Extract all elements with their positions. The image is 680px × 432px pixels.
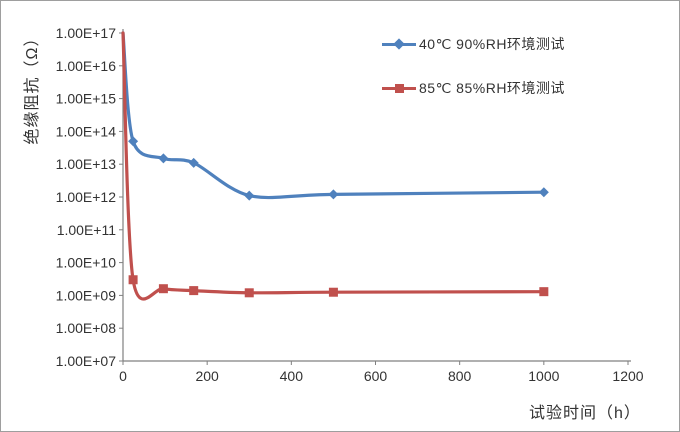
y-axis-title: 绝缘阻抗（Ω） [24, 29, 41, 145]
x-tick-label: 400 [280, 368, 304, 384]
y-tick-label: 1.00E+17 [56, 25, 117, 41]
series-line-1 [121, 31, 546, 301]
legend-label-40c-90rh: 40℃ 90%RH环境测试 [419, 36, 565, 52]
diamond-marker [188, 157, 199, 168]
x-tick-label: 1000 [528, 368, 559, 384]
square-marker [128, 275, 138, 285]
diamond-icon [393, 38, 405, 50]
legend-diamond-marker-icon [382, 37, 416, 51]
y-tick-label: 1.00E+12 [56, 189, 117, 205]
x-tick-label: 600 [364, 368, 388, 384]
legend-entry-85c-85rh: 85℃ 85%RH环境测试 [382, 80, 565, 96]
diamond-marker [244, 190, 255, 201]
y-tick-label: 1.00E+11 [57, 222, 117, 238]
series-line-0 [121, 31, 546, 200]
x-axis-title: 试验时间（h） [529, 405, 641, 422]
y-tick-label: 1.00E+08 [56, 320, 117, 336]
y-tick-label: 1.00E+15 [56, 91, 117, 107]
y-tick-label: 1.00E+10 [56, 255, 117, 271]
square-marker [244, 288, 254, 298]
y-tick-label: 1.00E+09 [56, 287, 117, 303]
legend-entry-40c-90rh: 40℃ 90%RH环境测试 [382, 36, 565, 52]
square-marker [158, 284, 168, 294]
x-tick-label: 800 [448, 368, 472, 384]
y-tick-label: 1.00E+13 [56, 156, 117, 172]
square-marker [328, 287, 338, 297]
y-tick-label: 1.00E+14 [56, 123, 117, 139]
legend-label-85c-85rh: 85℃ 85%RH环境测试 [419, 80, 565, 96]
square-marker [189, 286, 199, 296]
diamond-marker [158, 153, 169, 164]
diamond-marker [328, 189, 339, 200]
legend-square-marker-icon [382, 81, 416, 95]
x-tick-label: 200 [195, 368, 219, 384]
x-tick-label: 0 [119, 368, 127, 384]
diamond-marker [538, 187, 549, 198]
x-tick-label: 1200 [612, 368, 643, 384]
square-marker [539, 287, 549, 297]
y-tick-label: 1.00E+07 [56, 353, 117, 369]
square-icon [394, 83, 404, 93]
y-tick-label: 1.00E+16 [56, 58, 117, 74]
diamond-marker [128, 136, 139, 147]
